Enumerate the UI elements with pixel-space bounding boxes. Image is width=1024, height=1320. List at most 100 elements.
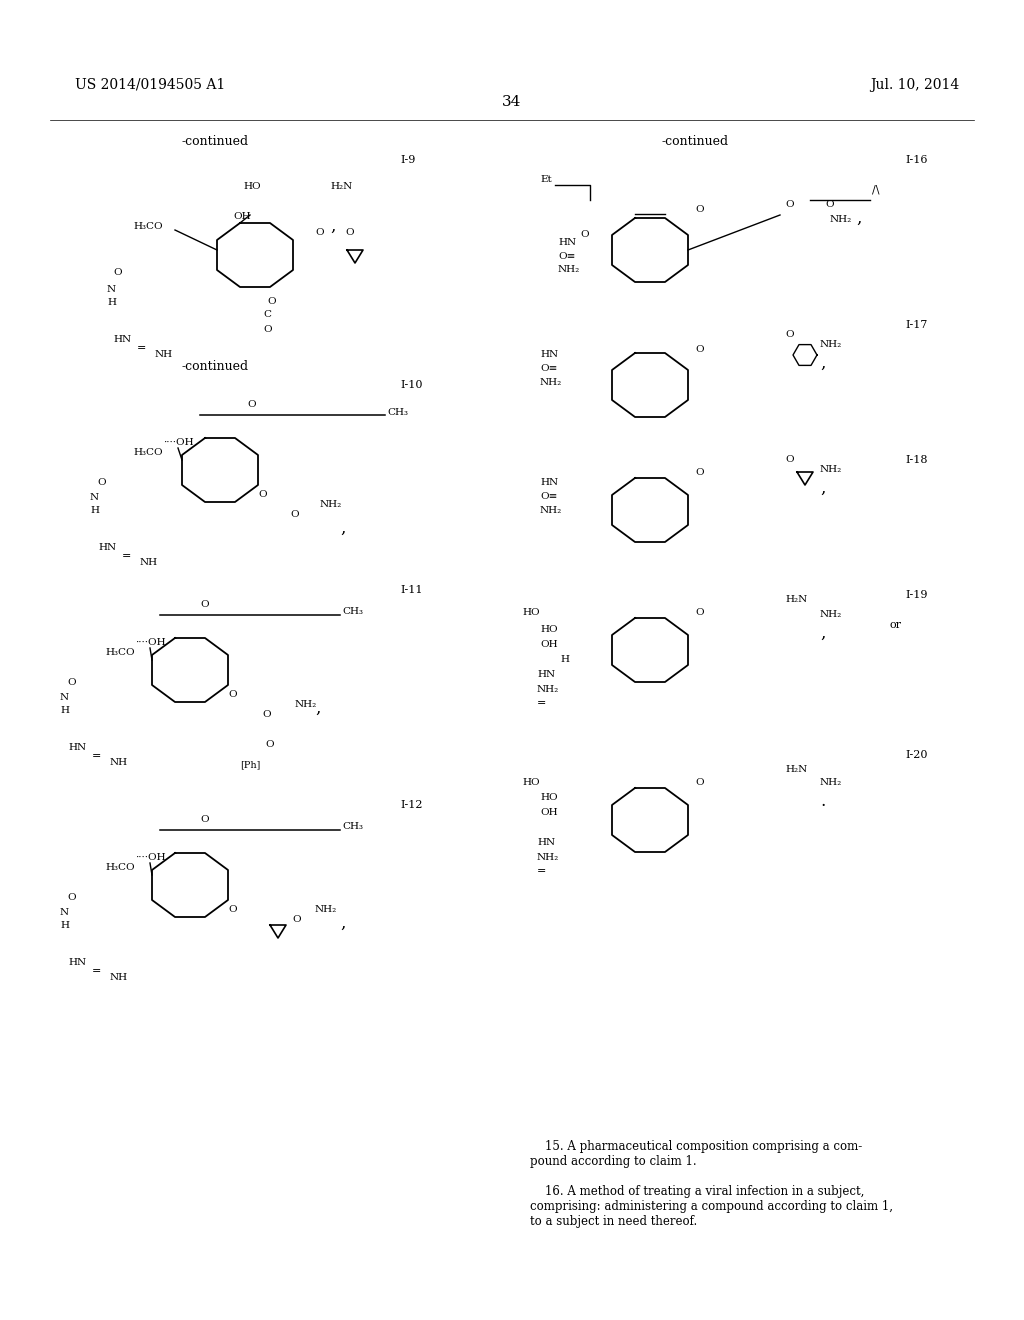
Text: US 2014/0194505 A1: US 2014/0194505 A1 <box>75 78 225 92</box>
Text: 15. A pharmaceutical composition comprising a com-
pound according to claim 1.: 15. A pharmaceutical composition compris… <box>530 1140 862 1168</box>
Text: -continued: -continued <box>181 360 249 374</box>
Text: O: O <box>695 345 703 354</box>
Text: =: = <box>92 751 101 762</box>
Text: N: N <box>106 285 116 294</box>
Text: O: O <box>695 609 703 616</box>
Text: NH₂: NH₂ <box>537 685 559 694</box>
Text: ····OH: ····OH <box>135 638 166 647</box>
Text: O: O <box>258 490 266 499</box>
Text: I-10: I-10 <box>400 380 423 389</box>
Text: Jul. 10, 2014: Jul. 10, 2014 <box>870 78 959 92</box>
Text: ,: , <box>820 624 825 642</box>
Text: -continued: -continued <box>181 135 249 148</box>
Text: =: = <box>92 966 101 975</box>
Text: O: O <box>113 268 122 277</box>
Text: O: O <box>825 201 834 209</box>
Text: NH: NH <box>110 758 128 767</box>
Text: HN: HN <box>537 838 555 847</box>
Text: ,: , <box>820 355 825 372</box>
Text: O: O <box>785 201 794 209</box>
Text: HN: HN <box>540 350 558 359</box>
Text: HN: HN <box>98 543 116 552</box>
Text: HO: HO <box>522 609 540 616</box>
Text: ,: , <box>340 520 345 537</box>
Text: O: O <box>695 469 703 477</box>
Text: Et: Et <box>540 176 552 183</box>
Text: O: O <box>67 894 76 902</box>
Text: O: O <box>97 478 105 487</box>
Text: NH₂: NH₂ <box>540 378 562 387</box>
Text: OH: OH <box>233 213 251 220</box>
Text: HO: HO <box>243 182 261 191</box>
Text: =: = <box>137 343 146 352</box>
Text: ,: , <box>330 218 336 235</box>
Text: ,: , <box>340 915 345 932</box>
Text: HO: HO <box>522 777 540 787</box>
Text: NH₂: NH₂ <box>537 853 559 862</box>
Text: OH: OH <box>540 808 558 817</box>
Text: H: H <box>90 506 99 515</box>
Text: C: C <box>263 310 271 319</box>
Text: NH₂: NH₂ <box>540 506 562 515</box>
Text: I-19: I-19 <box>905 590 928 601</box>
Text: HO: HO <box>540 793 558 803</box>
Text: =: = <box>537 698 547 708</box>
Text: N: N <box>60 693 70 702</box>
Text: O: O <box>200 814 209 824</box>
Text: H₂N: H₂N <box>785 766 807 774</box>
Text: NH₂: NH₂ <box>558 265 581 275</box>
Text: HN: HN <box>540 478 558 487</box>
Text: NH₂: NH₂ <box>820 465 843 474</box>
Text: O: O <box>315 228 324 238</box>
Text: O: O <box>262 710 270 719</box>
Text: [Ph]: [Ph] <box>240 760 260 770</box>
Text: NH: NH <box>110 973 128 982</box>
Text: H: H <box>60 706 69 715</box>
Text: O: O <box>228 906 237 913</box>
Text: =: = <box>537 866 547 876</box>
Text: O: O <box>695 205 703 214</box>
Text: /\: /\ <box>872 185 880 195</box>
Text: NH₂: NH₂ <box>820 341 843 348</box>
Text: O≡: O≡ <box>558 252 575 261</box>
Text: I-12: I-12 <box>400 800 423 810</box>
Text: HN: HN <box>537 671 555 678</box>
Text: O≡: O≡ <box>540 364 557 374</box>
Text: I-17: I-17 <box>905 319 928 330</box>
Text: CH₃: CH₃ <box>342 607 362 616</box>
Text: O: O <box>292 915 301 924</box>
Text: HN: HN <box>558 238 577 247</box>
Text: O: O <box>265 741 273 748</box>
Text: H₃CO: H₃CO <box>133 447 163 457</box>
Text: =: = <box>122 550 131 561</box>
Text: NH: NH <box>140 558 158 568</box>
Text: H₂N: H₂N <box>330 182 352 191</box>
Text: ····OH: ····OH <box>135 853 166 862</box>
Text: I-9: I-9 <box>400 154 416 165</box>
Text: O: O <box>785 455 794 465</box>
Text: O: O <box>200 601 209 609</box>
Text: H₃CO: H₃CO <box>105 648 134 657</box>
Text: ····OH: ····OH <box>163 438 194 447</box>
Text: O: O <box>785 330 794 339</box>
Text: NH₂: NH₂ <box>820 610 843 619</box>
Text: -continued: -continued <box>662 135 728 148</box>
Text: NH₂: NH₂ <box>319 500 342 510</box>
Text: NH₂: NH₂ <box>295 700 317 709</box>
Text: NH₂: NH₂ <box>830 215 852 224</box>
Text: ,: , <box>856 210 861 227</box>
Text: HN: HN <box>113 335 131 345</box>
Text: CH₃: CH₃ <box>342 822 362 832</box>
Text: N: N <box>60 908 70 917</box>
Text: O: O <box>580 230 589 239</box>
Text: CH₃: CH₃ <box>387 408 408 417</box>
Text: H: H <box>560 655 569 664</box>
Text: I-18: I-18 <box>905 455 928 465</box>
Text: HO: HO <box>540 624 558 634</box>
Text: HN: HN <box>68 743 86 752</box>
Text: ,: , <box>820 480 825 498</box>
Text: NH: NH <box>155 350 173 359</box>
Text: OH: OH <box>540 640 558 649</box>
Text: O: O <box>228 690 237 700</box>
Text: ,: , <box>315 700 321 717</box>
